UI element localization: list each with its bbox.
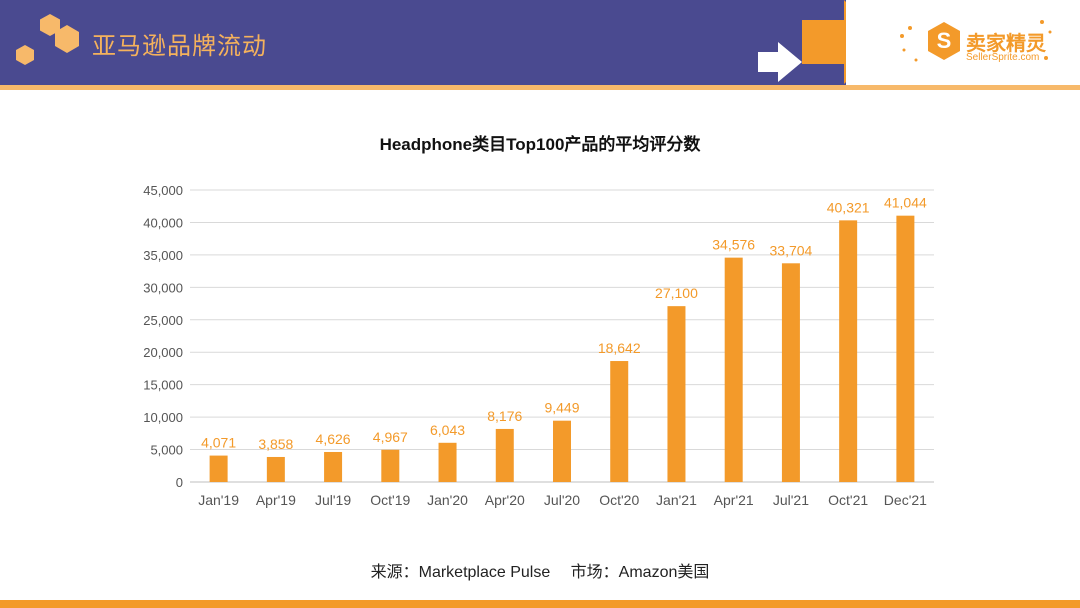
y-tick-label: 15,000 bbox=[143, 378, 183, 393]
data-label: 4,967 bbox=[373, 429, 408, 445]
x-axis-ticks: Jan'19 Apr'19 Jul'19 Oct'19 Jan'20 Apr'20 Jul'… bbox=[198, 492, 927, 508]
data-label: 8,176 bbox=[487, 408, 522, 424]
hexagon-logo-icon bbox=[16, 14, 79, 65]
data-label: 4,626 bbox=[316, 431, 351, 447]
y-tick-label: 10,000 bbox=[143, 410, 183, 425]
y-tick-label: 25,000 bbox=[143, 313, 183, 328]
y-tick-label: 45,000 bbox=[143, 183, 183, 198]
data-label: 34,576 bbox=[712, 237, 755, 253]
svg-text:S: S bbox=[937, 28, 952, 53]
y-axis-ticks: 0 5,000 10,000 15,000 20,000 25,000 30,000 35,0… bbox=[143, 183, 183, 490]
y-tick-label: 40,000 bbox=[143, 215, 183, 230]
x-tick-label: Jan'21 bbox=[656, 492, 697, 508]
x-tick-label: Jul'19 bbox=[315, 492, 351, 508]
source-note: 来源：Marketplace Pulse 市场：Amazon美国 bbox=[370, 564, 710, 581]
y-tick-label: 20,000 bbox=[143, 345, 183, 360]
data-label: 3,858 bbox=[258, 436, 293, 452]
y-tick-label: 35,000 bbox=[143, 248, 183, 263]
bar bbox=[324, 451, 343, 482]
x-tick-label: Jul'20 bbox=[544, 492, 580, 508]
bar bbox=[781, 263, 800, 482]
footer-bar bbox=[0, 600, 1080, 608]
bar bbox=[724, 257, 743, 482]
logo-text: 卖家精灵 bbox=[966, 33, 1046, 55]
bar bbox=[667, 306, 686, 482]
x-tick-label: Jan'19 bbox=[198, 492, 239, 508]
bar bbox=[266, 456, 285, 482]
data-label: 40,321 bbox=[827, 199, 870, 215]
bar bbox=[209, 455, 228, 482]
data-label: 9,449 bbox=[544, 400, 579, 416]
data-label: 33,704 bbox=[770, 242, 813, 258]
header-title: 亚马逊品牌流动 bbox=[92, 33, 267, 60]
y-tick-label: 0 bbox=[176, 475, 183, 490]
header: 亚马逊品牌流动 S 卖家精灵 SellerSprite.com bbox=[0, 0, 1080, 90]
data-label: 18,642 bbox=[598, 340, 641, 356]
x-tick-label: Apr'19 bbox=[256, 492, 296, 508]
bar bbox=[553, 420, 571, 482]
bar bbox=[610, 361, 629, 482]
logo-panel bbox=[846, 0, 1080, 85]
bars bbox=[209, 215, 915, 482]
bar bbox=[495, 428, 514, 482]
data-label: 27,100 bbox=[655, 285, 698, 301]
data-labels: 4,071 3,858 4,626 4,967 6,043 8,176 9,449 18,64… bbox=[201, 195, 927, 452]
x-tick-label: Apr'21 bbox=[714, 492, 754, 508]
x-tick-label: Apr'20 bbox=[485, 492, 525, 508]
x-tick-label: Jul'21 bbox=[773, 492, 809, 508]
logo-subtext: SellerSprite.com bbox=[966, 52, 1040, 63]
x-tick-label: Oct'20 bbox=[599, 492, 639, 508]
x-tick-label: Oct'19 bbox=[370, 492, 410, 508]
x-tick-label: Oct'21 bbox=[828, 492, 868, 508]
x-tick-label: Jan'20 bbox=[427, 492, 468, 508]
bar bbox=[896, 215, 915, 482]
chart-title: Headphone类目Top100产品的平均评分数 bbox=[380, 134, 702, 154]
gridlines bbox=[190, 189, 934, 483]
header-underline bbox=[0, 85, 1080, 90]
bar bbox=[839, 220, 858, 482]
bar bbox=[381, 449, 400, 482]
data-label: 41,044 bbox=[884, 195, 927, 211]
y-tick-label: 5,000 bbox=[150, 443, 183, 458]
y-tick-label: 30,000 bbox=[143, 280, 183, 295]
sellersprite-logo-icon: S bbox=[900, 20, 1052, 62]
x-tick-label: Dec'21 bbox=[884, 492, 927, 508]
data-label: 6,043 bbox=[430, 422, 465, 438]
bar bbox=[438, 442, 457, 482]
data-label: 4,071 bbox=[201, 435, 236, 451]
